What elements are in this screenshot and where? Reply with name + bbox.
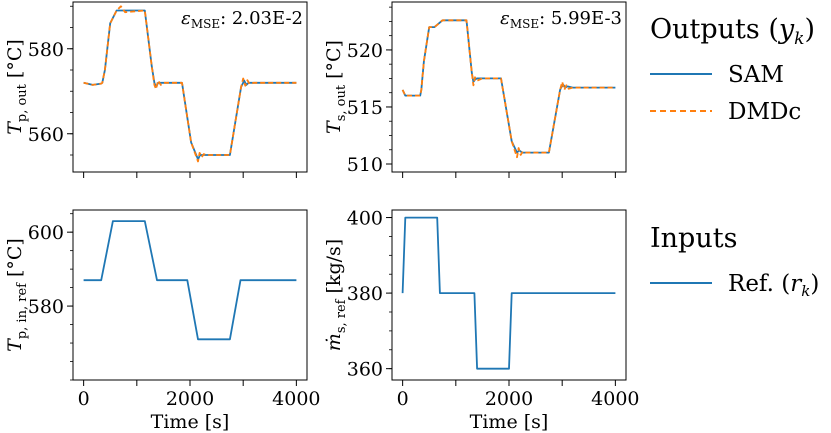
y-tick-label: 515 [347, 97, 383, 119]
series-ref [83, 220, 297, 341]
y-tick-label: 560 [28, 124, 64, 146]
legend-item-ref: Ref. (rk) [728, 271, 819, 300]
y-tick-label: 600 [28, 222, 64, 244]
y-axis-label-subscript: s, out [334, 84, 349, 121]
y-axis-label: Tp, in, ref [°C] [4, 238, 30, 352]
mse-value: : 2.03E-2 [220, 8, 303, 29]
y-tick-label: 360 [347, 359, 383, 381]
mse-symbol: ε [181, 8, 191, 29]
legend-outputs-title-text: Outputs ( [650, 14, 779, 45]
x-tick-label: 4000 [272, 388, 320, 410]
y-tick-label: 580 [28, 296, 64, 318]
legend-item-ref-subscript: k [801, 282, 810, 300]
legend-item-sam: SAM [728, 62, 784, 88]
legend-outputs-title-symbol: y [778, 14, 795, 45]
x-axis-label: Time [s] [151, 411, 230, 433]
y-axis-label-symbol: T [4, 121, 26, 135]
series-dmdc [401, 19, 616, 159]
plot-frame [72, 209, 308, 381]
legend-item-ref-text: Ref. ( [728, 271, 790, 297]
mse-subscript: MSE [191, 17, 220, 31]
x-tick-label: 0 [397, 388, 409, 410]
y-axis-label-symbol: T [323, 120, 345, 134]
legend-item-dmdc: DMDc [728, 99, 801, 125]
legend-inputs-title: Inputs [650, 223, 737, 254]
panel-ms-ref: 0 2000 4000 360 380 400 ṁs, ref [kg/s] Time [s] [323, 208, 640, 433]
y-axis-label-unit: [°C] [4, 39, 26, 84]
y-tick-label: 380 [347, 283, 383, 305]
plot-frame [391, 209, 627, 381]
x-tick-label: 2000 [485, 388, 533, 410]
x-tick-label: 4000 [591, 388, 639, 410]
plot-frame [72, 1, 308, 173]
y-tick-label: 510 [347, 154, 383, 176]
legend-outputs-title: Outputs (yk) [650, 14, 815, 49]
y-axis-label-unit: [°C] [323, 40, 345, 85]
y-axis-label-unit: [°C] [4, 238, 26, 283]
mse-annotation: εMSE: 5.99E-3 [500, 8, 622, 31]
x-tick-label: 2000 [166, 388, 214, 410]
plot-frame [391, 1, 627, 173]
mse-subscript: MSE [510, 17, 539, 31]
y-axis-label: Tp, out [°C] [4, 39, 30, 135]
y-tick-label: 520 [347, 40, 383, 62]
legend-item-ref-symbol: r [790, 271, 803, 297]
y-axis-label-symbol: T [4, 338, 26, 352]
y-axis-label-subscript: p, in, ref [15, 282, 30, 339]
y-axis-label-subscript: s, ref [334, 298, 349, 333]
y-tick-label: 400 [347, 208, 383, 230]
y-tick-label: 580 [28, 39, 64, 61]
y-axis-label-subscript: p, out [15, 83, 30, 122]
mse-annotation: εMSE: 2.03E-2 [181, 8, 303, 31]
series-sam [401, 19, 616, 154]
series-dmdc [83, 5, 297, 163]
legend-outputs-title-subscript: k [794, 29, 804, 49]
mse-value: : 5.99E-3 [539, 8, 622, 29]
legend-outputs-title-close: ) [804, 14, 815, 45]
y-axis-label: Ts, out [°C] [323, 40, 349, 134]
series-ref [401, 216, 616, 370]
y-axis-label-unit: [kg/s] [323, 239, 345, 300]
mse-symbol: ε [500, 8, 510, 29]
y-axis-label-symbol: ṁ [323, 333, 345, 351]
x-tick-label: 0 [78, 388, 90, 410]
x-axis-label: Time [s] [470, 411, 549, 433]
y-axis-label: ṁs, ref [kg/s] [323, 239, 349, 351]
legend-item-ref-close: ) [810, 271, 819, 297]
